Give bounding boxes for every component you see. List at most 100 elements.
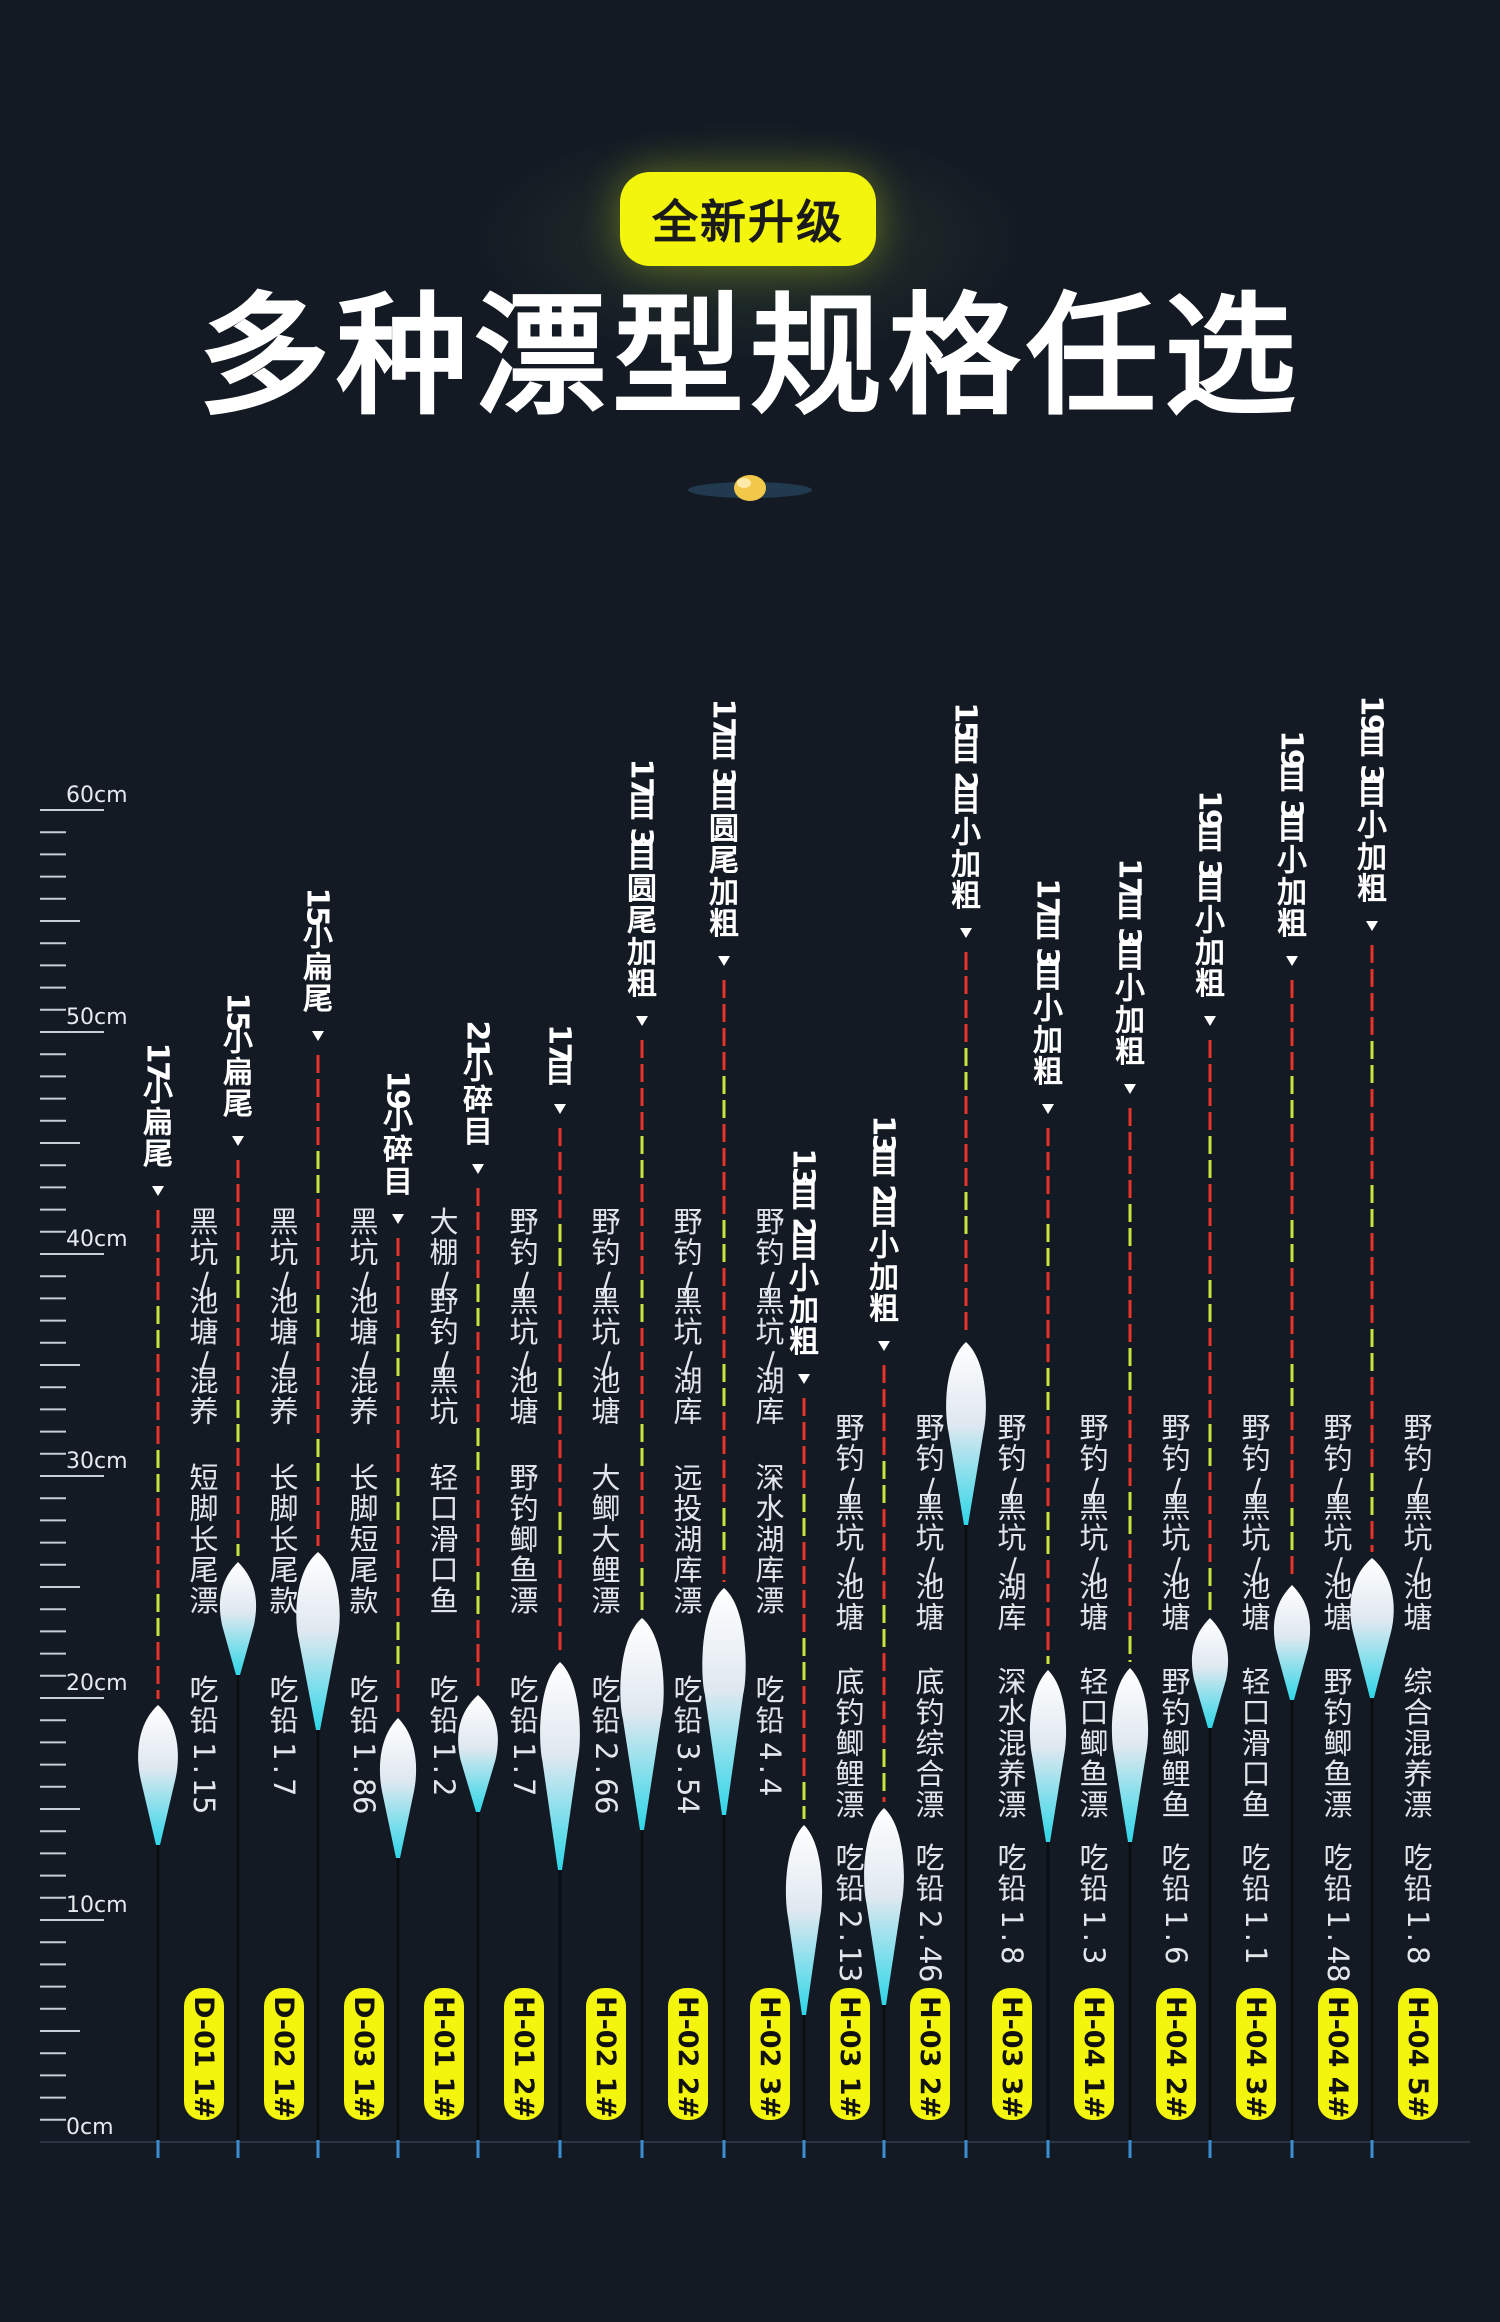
- svg-text:铅: 铅: [997, 1872, 1026, 1906]
- svg-text:钓: 钓: [997, 1442, 1026, 1476]
- float-lead-text: 吃铅 1. 86: [347, 1673, 381, 1814]
- svg-text:5: 5: [948, 721, 983, 742]
- svg-text:钓: 钓: [509, 1492, 538, 1526]
- svg-text:.: .: [1239, 1933, 1273, 1942]
- svg-text:大: 大: [591, 1522, 620, 1556]
- model-code-pill: [586, 1988, 626, 2120]
- float-body: [864, 1808, 904, 2005]
- svg-text:扁: 扁: [303, 950, 333, 985]
- svg-text:目: 目: [1033, 909, 1063, 944]
- model-code-label: H-03 1#: [834, 1996, 865, 2118]
- svg-text:塘: 塘: [1323, 1601, 1352, 1635]
- svg-text:野: 野: [1079, 1411, 1108, 1445]
- svg-text:长: 长: [189, 1522, 218, 1556]
- svg-text:小: 小: [1277, 844, 1307, 879]
- svg-text:1: 1: [1192, 790, 1227, 811]
- float-body: [1111, 1668, 1149, 1842]
- float-lead-text: 吃铅 1. 8: [1401, 1841, 1435, 1965]
- svg-text:大: 大: [591, 1461, 620, 1495]
- svg-text:.: .: [995, 1933, 1029, 1942]
- float-uses-text: 野钓/黑坑/湖库: [755, 1205, 784, 1429]
- svg-text:9: 9: [1274, 749, 1309, 770]
- svg-text:黑: 黑: [189, 1205, 218, 1239]
- svg-text:/: /: [199, 1346, 209, 1380]
- float-spec-label: 17目: [542, 1024, 577, 1090]
- svg-text:短: 短: [189, 1461, 218, 1495]
- svg-text:塘: 塘: [591, 1395, 620, 1429]
- marker-triangle-icon: [1124, 1084, 1136, 1094]
- float-lead-text: 吃铅 3. 54: [671, 1673, 705, 1814]
- svg-text:.: .: [1401, 1933, 1435, 1942]
- svg-text:粗: 粗: [869, 1292, 899, 1327]
- svg-text:钓: 钓: [1079, 1442, 1108, 1476]
- svg-text:1: 1: [460, 1039, 495, 1060]
- svg-text:5: 5: [300, 906, 335, 927]
- svg-text:7: 7: [706, 717, 741, 738]
- svg-text:8: 8: [995, 1946, 1029, 1964]
- svg-text:目: 目: [1357, 726, 1387, 761]
- svg-text:1: 1: [1112, 858, 1147, 879]
- svg-text:目: 目: [789, 1230, 819, 1265]
- svg-text:黑: 黑: [269, 1205, 298, 1239]
- marker-triangle-icon: [392, 1214, 404, 1224]
- svg-text:钓: 钓: [915, 1442, 944, 1476]
- svg-text:口: 口: [1241, 1696, 1270, 1730]
- svg-text:鱼: 鱼: [1323, 1757, 1352, 1791]
- svg-text:.: .: [833, 1933, 867, 1942]
- svg-text:轻: 轻: [1079, 1665, 1108, 1699]
- svg-text:混: 混: [349, 1364, 378, 1398]
- svg-text:粗: 粗: [1357, 872, 1387, 907]
- svg-text:目: 目: [789, 1179, 819, 1214]
- model-code-pill: [1398, 1988, 1438, 2120]
- marker-triangle-icon: [960, 928, 972, 938]
- marker-triangle-icon: [878, 1341, 890, 1351]
- svg-text:小: 小: [1033, 992, 1063, 1027]
- svg-text:轻: 轻: [1241, 1665, 1270, 1699]
- floating-gem-icon: [688, 475, 812, 501]
- svg-text:池: 池: [1241, 1570, 1270, 1604]
- float-body: [1191, 1618, 1229, 1728]
- svg-text:滑: 滑: [1241, 1726, 1270, 1760]
- svg-text:1: 1: [1239, 1946, 1273, 1964]
- svg-text:小: 小: [383, 1102, 413, 1137]
- model-code-pill: [344, 1988, 384, 2120]
- svg-text:吃: 吃: [1079, 1841, 1108, 1875]
- svg-text:1: 1: [624, 758, 659, 779]
- svg-text:1: 1: [786, 1148, 821, 1169]
- svg-text:.: .: [671, 1765, 705, 1774]
- svg-text:.: .: [267, 1765, 301, 1774]
- svg-text:/: /: [1171, 1472, 1181, 1506]
- float-uses-text: 野钓/黑坑/池塘: [1079, 1411, 1108, 1635]
- marker-triangle-icon: [554, 1104, 566, 1114]
- svg-text:口: 口: [429, 1553, 458, 1587]
- svg-text:钓: 钓: [429, 1315, 458, 1349]
- svg-text:塘: 塘: [509, 1395, 538, 1429]
- model-code-label: H-02 3#: [754, 1996, 785, 2118]
- svg-text:9: 9: [1354, 714, 1389, 735]
- model-code-label: H-04 3#: [1240, 1996, 1271, 2118]
- svg-text:漂: 漂: [835, 1788, 864, 1822]
- svg-text:塘: 塘: [269, 1315, 298, 1349]
- marker-triangle-icon: [798, 1374, 810, 1384]
- svg-text:黑: 黑: [915, 1490, 944, 1524]
- svg-text:.: .: [1159, 1933, 1193, 1942]
- svg-text:/: /: [845, 1552, 855, 1586]
- svg-text:养: 养: [997, 1757, 1026, 1791]
- svg-text:钓: 钓: [1161, 1696, 1190, 1730]
- svg-text:目: 目: [627, 840, 657, 875]
- svg-text:7: 7: [624, 777, 659, 798]
- svg-text:目: 目: [1033, 960, 1063, 995]
- float-lead-text: 吃铅 4. 4: [753, 1673, 787, 1797]
- svg-text:/: /: [519, 1346, 529, 1380]
